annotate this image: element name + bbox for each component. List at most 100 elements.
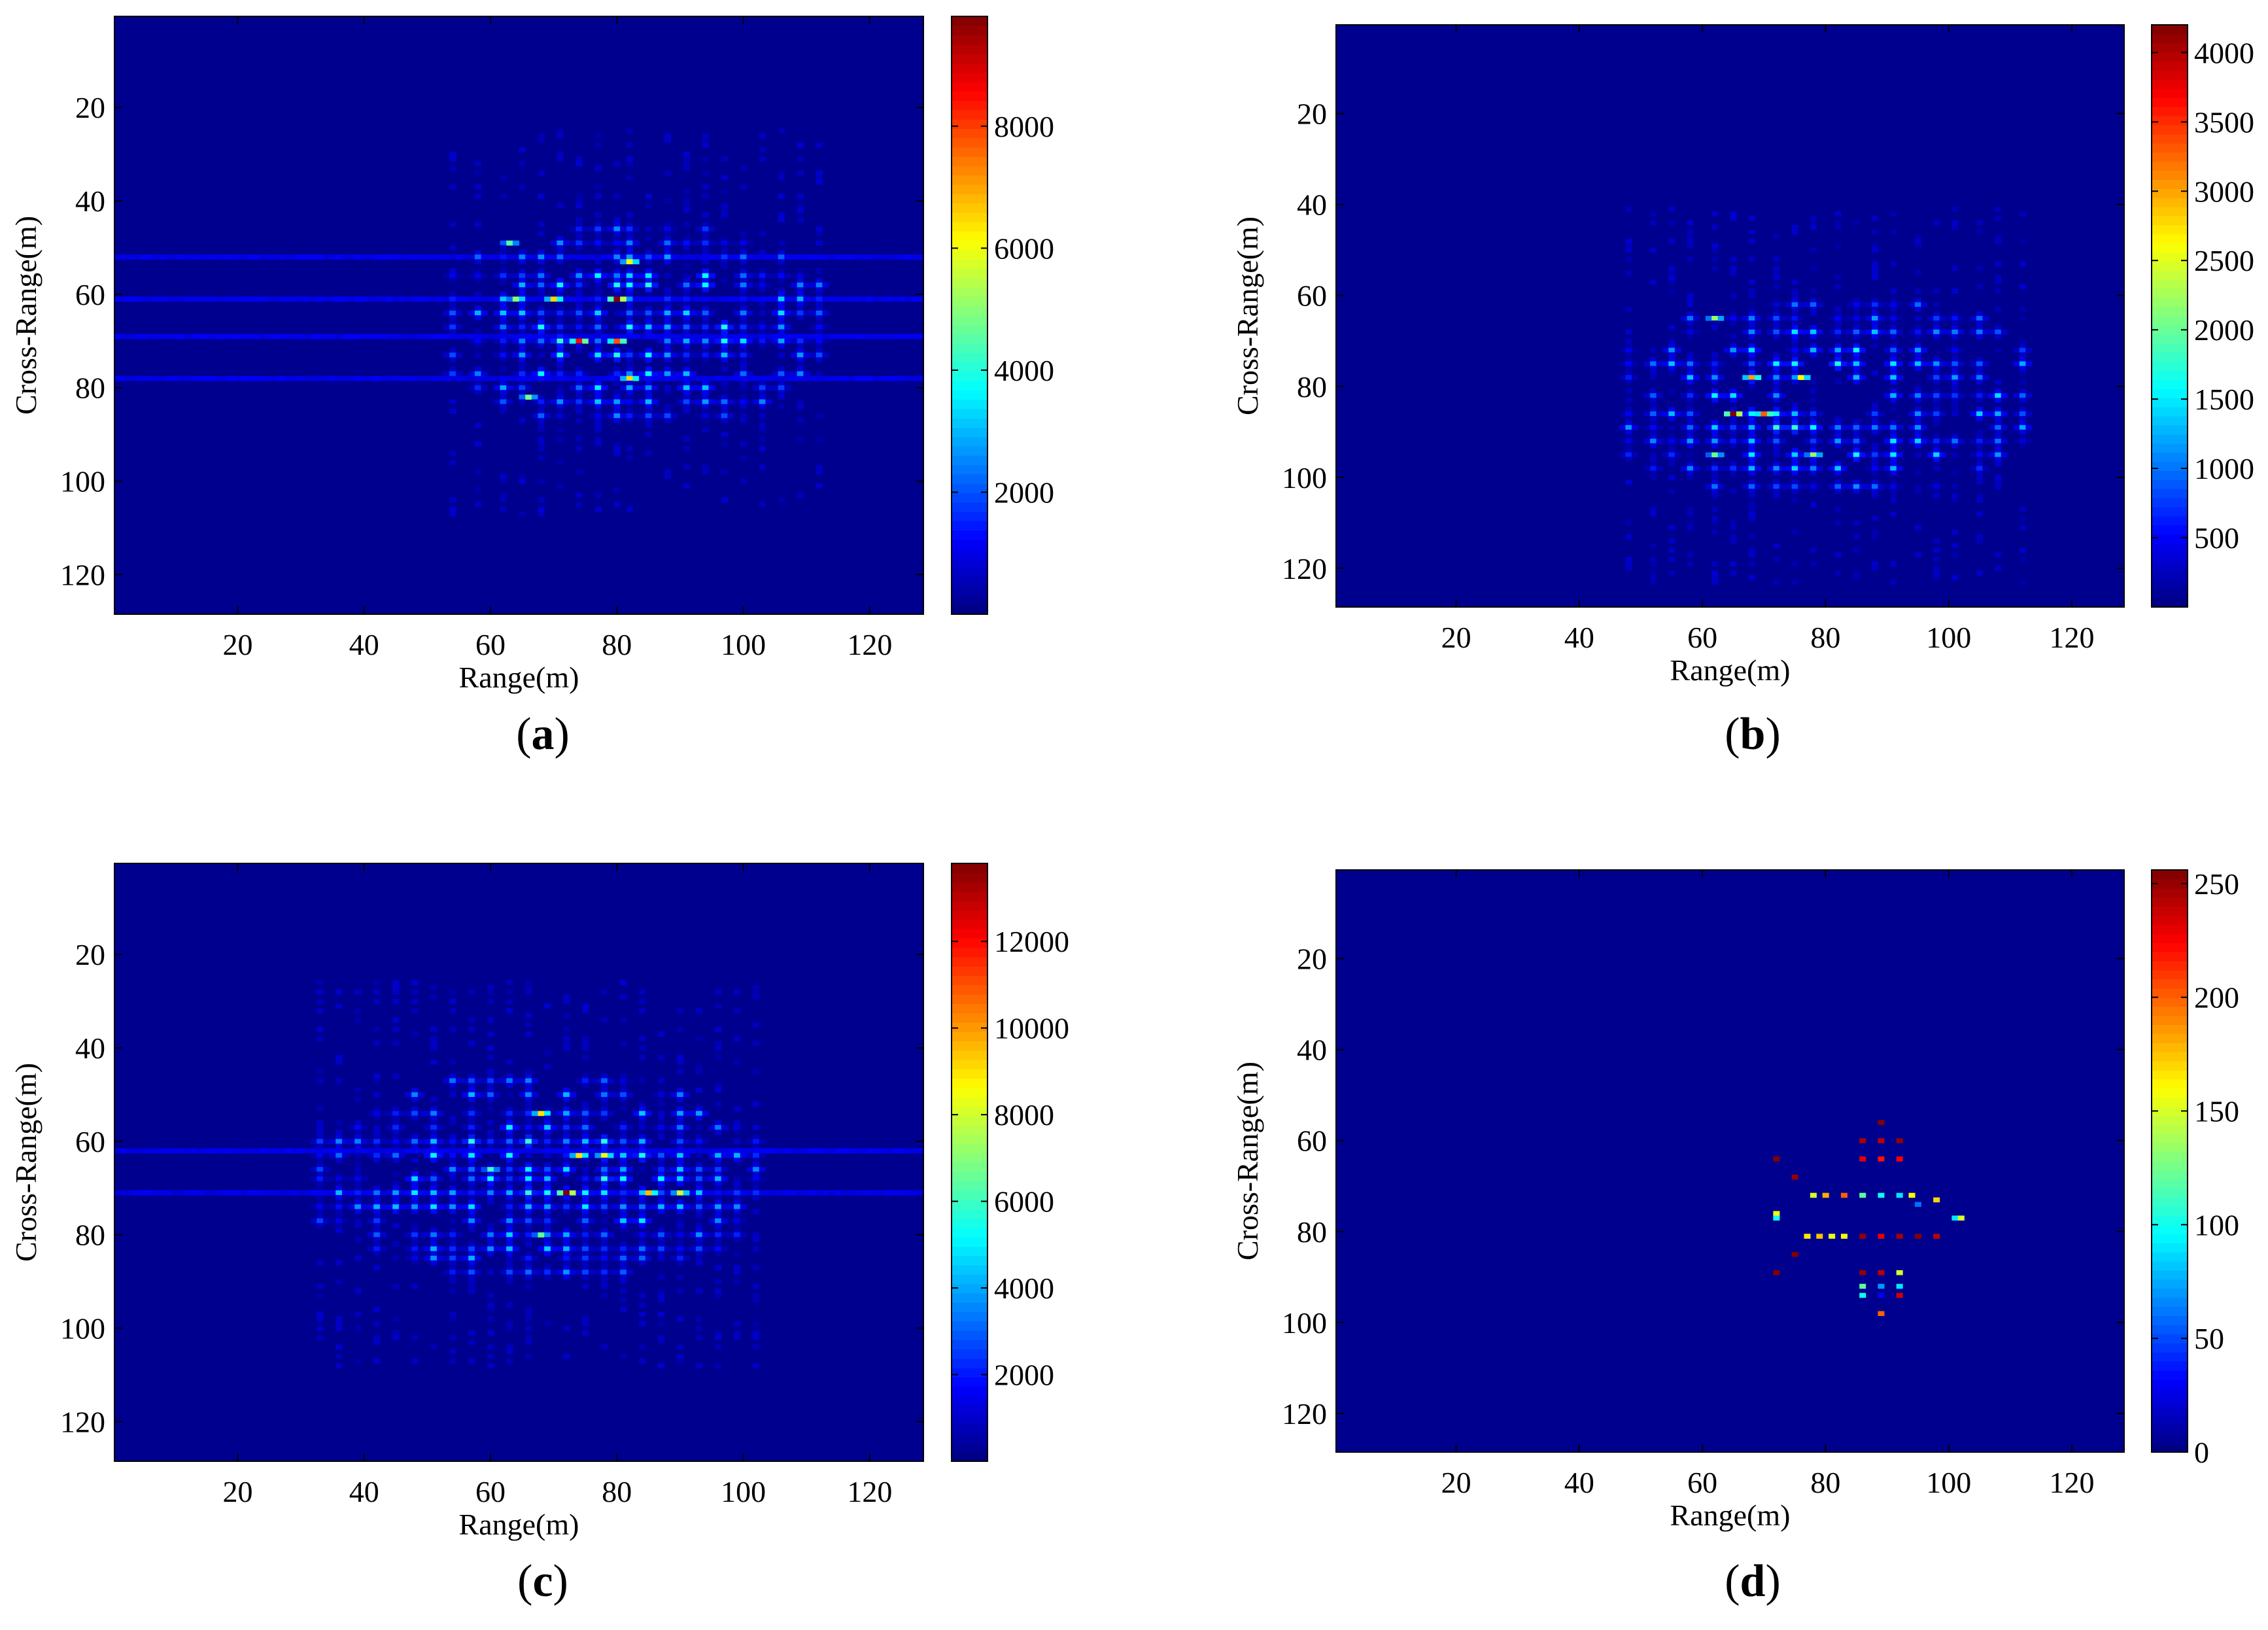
heatmap-cell — [1853, 370, 1860, 375]
colorbar-segment — [2152, 61, 2188, 71]
heatmap-cell — [727, 1153, 734, 1158]
heatmap-cell — [468, 310, 475, 316]
heatmap-cell — [512, 371, 520, 377]
heatmap-cell — [1872, 247, 1879, 253]
heatmap-cell — [734, 399, 741, 405]
heatmap-cell — [468, 1274, 475, 1280]
heatmap-cell — [626, 259, 634, 265]
heatmap-cell — [519, 1255, 526, 1261]
heatmap-cell — [544, 1204, 551, 1210]
heatmap-cell — [601, 1279, 608, 1285]
heatmap-cell — [474, 1092, 482, 1098]
heatmap-cell — [1711, 320, 1719, 326]
heatmap-cell — [594, 1204, 602, 1210]
heatmap-cell — [1890, 484, 1897, 489]
heatmap-cell — [702, 399, 710, 405]
heatmap-cell — [1816, 1234, 1823, 1239]
heatmap-cell — [588, 1148, 596, 1154]
heatmap-cell — [576, 320, 583, 325]
heatmap-cell — [2013, 347, 2020, 353]
heatmap-cell — [519, 283, 526, 288]
heatmap-cell — [544, 1232, 551, 1238]
heatmap-cell — [468, 1185, 475, 1191]
heatmap-cell — [1619, 411, 1626, 417]
colorbar-segment — [952, 1087, 988, 1098]
heatmap-cell — [519, 305, 526, 311]
heatmap-cell — [1878, 466, 1885, 471]
heatmap-cell — [1717, 484, 1725, 489]
heatmap-cell — [1785, 425, 1793, 430]
heatmap-cell — [803, 1148, 810, 1154]
heatmap-cell — [765, 334, 772, 339]
heatmap-cell — [576, 277, 583, 283]
heatmap-cell — [1748, 307, 1755, 312]
heatmap-cell — [468, 385, 475, 390]
heatmap-cell — [392, 1316, 400, 1322]
heatmap-cell — [664, 296, 672, 302]
heatmap-cell — [816, 301, 823, 307]
heatmap-cell — [601, 413, 608, 419]
heatmap-cell — [1791, 479, 1798, 485]
heatmap-cell — [158, 334, 165, 339]
heatmap-cell — [487, 1120, 494, 1126]
heatmap-cell — [487, 1344, 494, 1350]
heatmap-cell — [1927, 484, 1934, 489]
heatmap-cell — [519, 399, 526, 405]
heatmap-cell — [1742, 316, 1749, 321]
heatmap-cell — [822, 324, 829, 330]
heatmap-cell — [1834, 224, 1842, 230]
colorbar-segment — [952, 277, 988, 288]
heatmap-cell — [481, 375, 488, 381]
heatmap-cell — [715, 1241, 722, 1247]
heatmap-cell — [620, 1041, 627, 1047]
heatmap-cell — [1914, 425, 1921, 430]
y-tick-label: 60 — [1297, 1124, 1327, 1158]
heatmap-cell — [753, 1283, 760, 1289]
heatmap-cell — [1951, 352, 1959, 358]
heatmap-cell — [557, 1204, 564, 1210]
heatmap-cell — [1810, 411, 1817, 417]
heatmap-cell — [689, 283, 696, 288]
heatmap-cell — [317, 1194, 324, 1200]
heatmap-cell — [1631, 361, 1638, 367]
heatmap-cell — [1890, 580, 1897, 585]
heatmap-cell — [677, 1087, 684, 1093]
heatmap-cell — [734, 296, 741, 302]
heatmap-cell — [582, 1204, 589, 1210]
heatmap-cell — [797, 283, 804, 288]
heatmap-cell — [449, 1162, 456, 1168]
heatmap-cell — [727, 353, 734, 358]
heatmap-cell — [639, 1185, 646, 1191]
heatmap-cell — [392, 1041, 400, 1047]
heatmap-cell — [582, 1321, 589, 1327]
heatmap-cell — [538, 1270, 545, 1275]
heatmap-cell — [613, 194, 621, 199]
heatmap-cell — [1711, 379, 1719, 385]
heatmap-cell — [1853, 447, 1860, 453]
heatmap-cell — [487, 1292, 494, 1298]
heatmap-cell — [525, 1111, 532, 1117]
heatmap-cell — [1668, 366, 1675, 372]
heatmap-cell — [1951, 438, 1959, 444]
heatmap-cell — [487, 1054, 494, 1060]
heatmap-cell — [512, 1176, 520, 1182]
colorbar-segment — [952, 1069, 988, 1079]
heatmap-cell — [1766, 329, 1774, 335]
heatmap-cell — [721, 394, 729, 400]
heatmap-cell — [1668, 275, 1675, 280]
heatmap-cell — [670, 1190, 678, 1196]
heatmap-cell — [1730, 570, 1737, 576]
heatmap-cell — [525, 1120, 532, 1126]
heatmap-cell — [531, 1092, 539, 1098]
heatmap-cell — [778, 273, 785, 279]
heatmap-cell — [613, 334, 621, 339]
heatmap-cell — [778, 128, 785, 134]
heatmap-cell — [557, 283, 564, 288]
heatmap-cell — [1773, 316, 1780, 321]
colorbar-segment — [952, 1106, 988, 1117]
heatmap-cell — [1847, 484, 1854, 489]
heatmap-cell — [329, 254, 336, 260]
heatmap-cell — [683, 235, 691, 241]
colorbar-segment — [952, 511, 988, 521]
